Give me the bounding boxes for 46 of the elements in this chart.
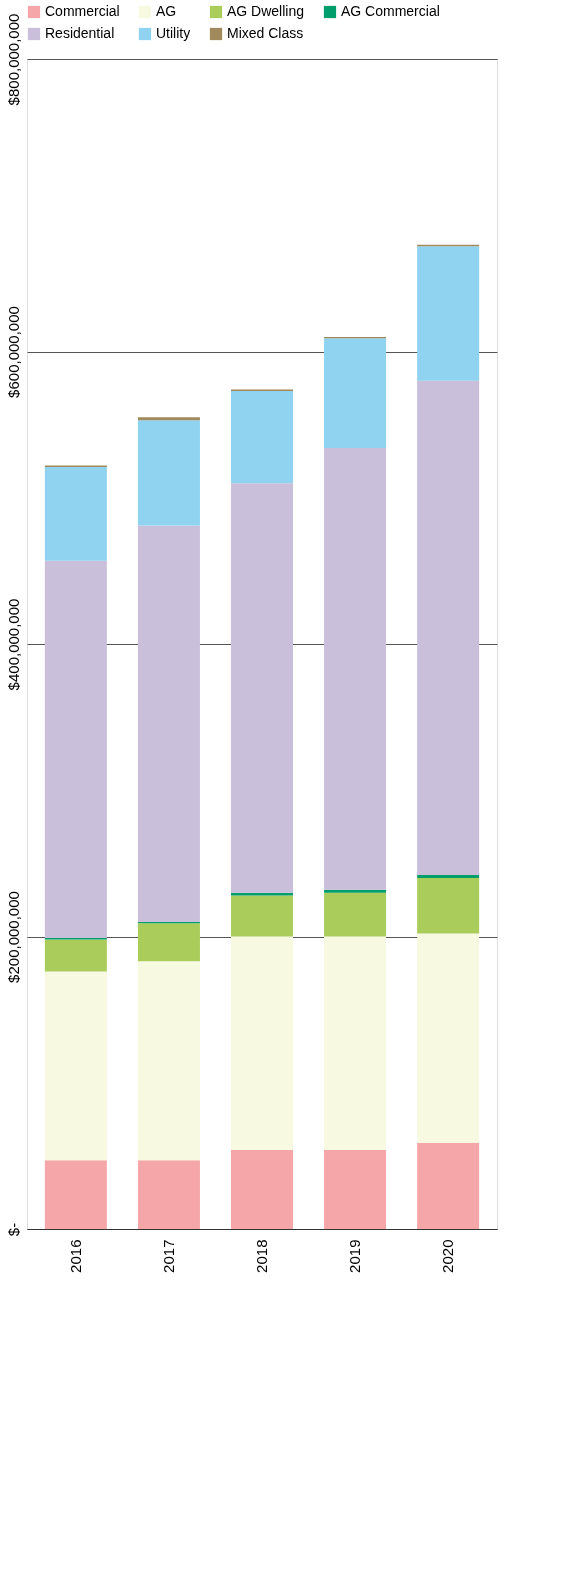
bar	[324, 1150, 387, 1229]
bar	[44, 1160, 107, 1229]
legend-label: Residential	[45, 25, 115, 41]
bar	[324, 448, 387, 890]
bar	[417, 380, 480, 876]
y-tick-label: $600,000,000	[4, 306, 22, 398]
legend-label: AG	[156, 3, 177, 19]
bar	[324, 889, 387, 893]
bar	[44, 467, 107, 561]
bar	[44, 560, 107, 938]
legend-label: Commercial	[45, 3, 120, 19]
bar	[137, 525, 200, 922]
bar	[324, 338, 387, 449]
bar	[137, 961, 200, 1161]
bar	[231, 892, 293, 896]
bar	[137, 420, 200, 526]
bar	[231, 895, 293, 937]
x-tick-label: 2017	[159, 1239, 177, 1273]
bar	[417, 246, 480, 381]
bar	[324, 892, 387, 937]
bar	[417, 933, 480, 1143]
legend-label: AG Commercial	[341, 3, 440, 19]
x-tick-label: 2019	[346, 1239, 364, 1273]
bar	[417, 878, 480, 934]
legend-label: Utility	[156, 25, 191, 41]
bar	[137, 417, 200, 421]
x-tick-label: 2020	[439, 1239, 457, 1273]
y-tick-label: $200,000,000	[4, 891, 22, 983]
bar	[44, 939, 107, 972]
x-tick-label: 2016	[66, 1239, 84, 1273]
y-tick-label: $800,000,000	[4, 13, 22, 106]
bar	[137, 1160, 200, 1229]
bar	[324, 936, 387, 1151]
y-tick-label: $400,000,000	[4, 598, 22, 691]
y-tick-label: $-	[4, 1222, 22, 1237]
legend-label: AG Dwelling	[227, 3, 305, 19]
bar	[417, 875, 480, 878]
bar	[137, 923, 200, 962]
bar	[417, 1142, 480, 1229]
bar	[231, 1150, 293, 1229]
bar	[231, 483, 293, 893]
bar	[231, 936, 293, 1151]
bar	[44, 971, 107, 1161]
bar	[231, 390, 293, 484]
legend-label: Mixed Class	[227, 25, 304, 41]
x-tick-label: 2018	[253, 1239, 270, 1273]
